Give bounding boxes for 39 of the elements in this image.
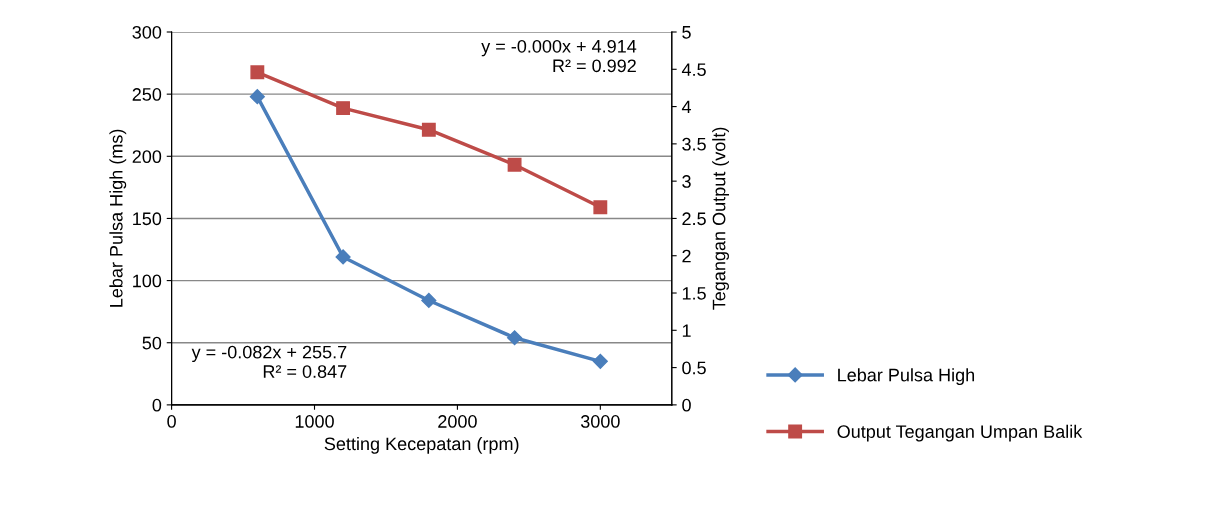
x-tick-label: 2000 [438, 415, 477, 428]
legend-label: Lebar Pulsa High [838, 368, 975, 386]
y2-tick-label: 4 [681, 100, 692, 114]
point [249, 89, 265, 105]
point [593, 200, 608, 215]
x-axis-title: Setting Kecepatan (rpm) [324, 436, 519, 454]
y-tick-label: 100 [133, 274, 162, 288]
y-tick-label: 200 [132, 150, 162, 164]
point [336, 101, 351, 116]
y2-tick-label: 2 [682, 249, 691, 263]
point [507, 330, 523, 346]
y2-tick-label: 0 [682, 398, 691, 412]
annotation: y = -0.000x + 4.914 R² = 0.992 [481, 39, 637, 73]
point [421, 292, 437, 309]
point [592, 353, 608, 369]
y2-tick-label: 0.5 [682, 361, 706, 375]
y-tick-label: 150 [133, 212, 162, 226]
y2-tick-label: 4.5 [681, 63, 706, 77]
annotation: y = -0.082x + 255.7 R² = 0.847 [191, 345, 347, 378]
y2-tick-label: 1.5 [682, 287, 706, 300]
point [250, 65, 265, 80]
y2-tick-label: 3 [682, 175, 691, 188]
x-tick-label: 1000 [295, 415, 334, 428]
point [507, 157, 522, 172]
y-tick-label: 250 [132, 88, 162, 101]
legend-label: Output Tegangan Umpan Balik [837, 424, 1083, 442]
y2-tick-label: 5 [682, 26, 691, 39]
y-tick-label: 300 [132, 25, 162, 39]
point [335, 249, 351, 265]
x-tick-label: 3000 [580, 415, 620, 428]
y2-tick-label: 1 [682, 324, 691, 337]
y2-axis-title: Tegangan Output (volt) [712, 127, 729, 310]
y2-tick-label: 2.5 [682, 212, 706, 226]
y-tick-label: 0 [152, 398, 162, 412]
y2-tick-label: 3.5 [682, 137, 706, 151]
point [421, 122, 436, 137]
y-axis-title: Lebar Pulsa High (ms) [109, 129, 127, 307]
x-tick-label: 0 [167, 415, 176, 428]
y-tick-label: 50 [142, 336, 162, 350]
